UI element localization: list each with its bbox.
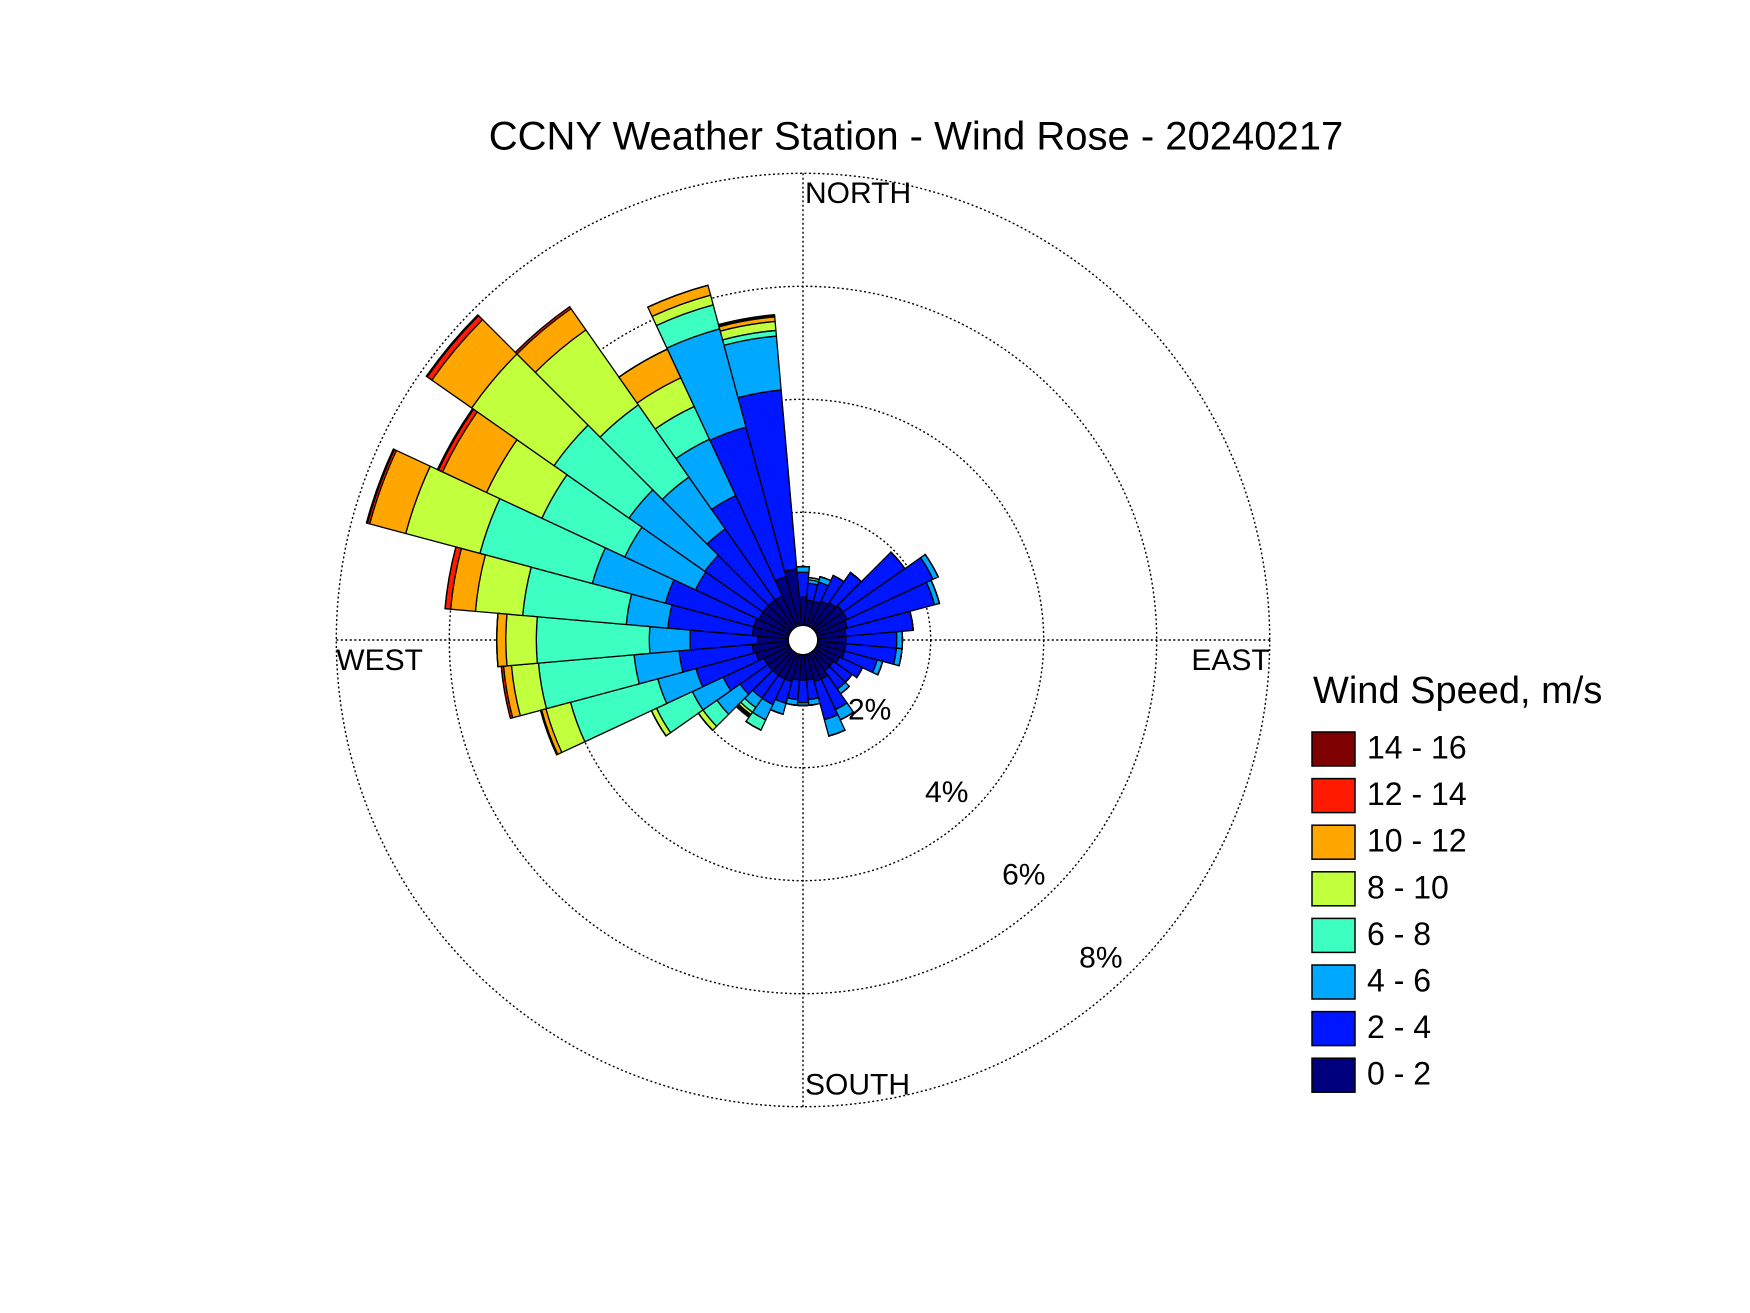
legend-label: 4 - 6 xyxy=(1367,962,1431,998)
wedge-segment xyxy=(500,665,512,720)
wedge-segment xyxy=(648,625,692,655)
wedge-segment xyxy=(505,613,538,667)
wedge-segment xyxy=(444,546,457,610)
wedge-segment xyxy=(844,673,853,684)
wedge-segment xyxy=(436,407,475,471)
legend-swatch xyxy=(1311,871,1356,907)
wedge-segment xyxy=(539,709,558,756)
wedge-segment xyxy=(514,306,571,353)
direction-label: NORTH xyxy=(805,177,911,210)
legend-swatch xyxy=(1311,964,1356,1000)
wedge-segment xyxy=(647,284,709,308)
direction-label: SOUTH xyxy=(805,1069,910,1102)
legend-swatch xyxy=(1311,1057,1356,1093)
wedge-segment xyxy=(877,660,884,676)
radial-tick-label: 8% xyxy=(1079,941,1122,974)
direction-label: WEST xyxy=(336,644,423,677)
wedge-segment xyxy=(795,565,811,574)
direction-label: EAST xyxy=(1191,644,1269,677)
legend-swatch xyxy=(1311,824,1356,860)
wedge-segment xyxy=(425,314,480,378)
wedge-segment xyxy=(496,612,508,668)
legend-swatch xyxy=(1311,731,1356,767)
wedge-segment xyxy=(697,712,714,731)
wedge-segment xyxy=(909,610,914,631)
legend-title: Wind Speed, m/s xyxy=(1313,670,1602,712)
wedge-segment xyxy=(890,551,906,570)
legend-label: 0 - 2 xyxy=(1367,1056,1431,1092)
legend-label: 10 - 12 xyxy=(1367,823,1467,859)
chart-title: CCNY Weather Station - Wind Rose - 20240… xyxy=(489,115,1344,159)
wedge-segment xyxy=(735,705,751,718)
wedge-segment xyxy=(839,685,851,695)
legend-label: 12 - 14 xyxy=(1367,776,1467,812)
radial-tick-label: 6% xyxy=(1002,859,1045,892)
wedge-segment xyxy=(856,667,864,679)
center-hole xyxy=(787,624,819,656)
wedge-segment xyxy=(849,571,862,583)
wedge-segment xyxy=(785,702,798,706)
legend-swatch xyxy=(1311,917,1356,954)
legend-label: 14 - 16 xyxy=(1367,729,1467,765)
legend-label: 8 - 10 xyxy=(1367,869,1449,905)
wedge-segment xyxy=(807,576,820,581)
wedge-segment xyxy=(365,448,396,524)
wedge-segment xyxy=(819,576,832,582)
radial-tick-label: 2% xyxy=(848,693,891,726)
wedge-segment xyxy=(839,711,855,721)
wedge-segment xyxy=(496,612,499,668)
wedge-segment xyxy=(769,709,784,715)
wedge-segment xyxy=(828,729,846,737)
wedge-segment xyxy=(898,648,903,667)
wedge-segment xyxy=(895,630,904,650)
legend-label: 6 - 8 xyxy=(1367,916,1431,952)
legend-label: 2 - 4 xyxy=(1367,1009,1431,1045)
radial-tick-label: 4% xyxy=(925,776,968,809)
wedge-segment xyxy=(650,710,667,737)
wedge-segment xyxy=(930,579,941,605)
wedge-segment xyxy=(717,314,776,327)
legend-swatch xyxy=(1311,1010,1356,1047)
wedge-segment xyxy=(618,348,669,378)
wedge-segment xyxy=(745,720,762,731)
wedge-segment xyxy=(924,553,939,578)
legend-swatch xyxy=(1311,777,1356,814)
wedge-segment xyxy=(832,574,845,583)
